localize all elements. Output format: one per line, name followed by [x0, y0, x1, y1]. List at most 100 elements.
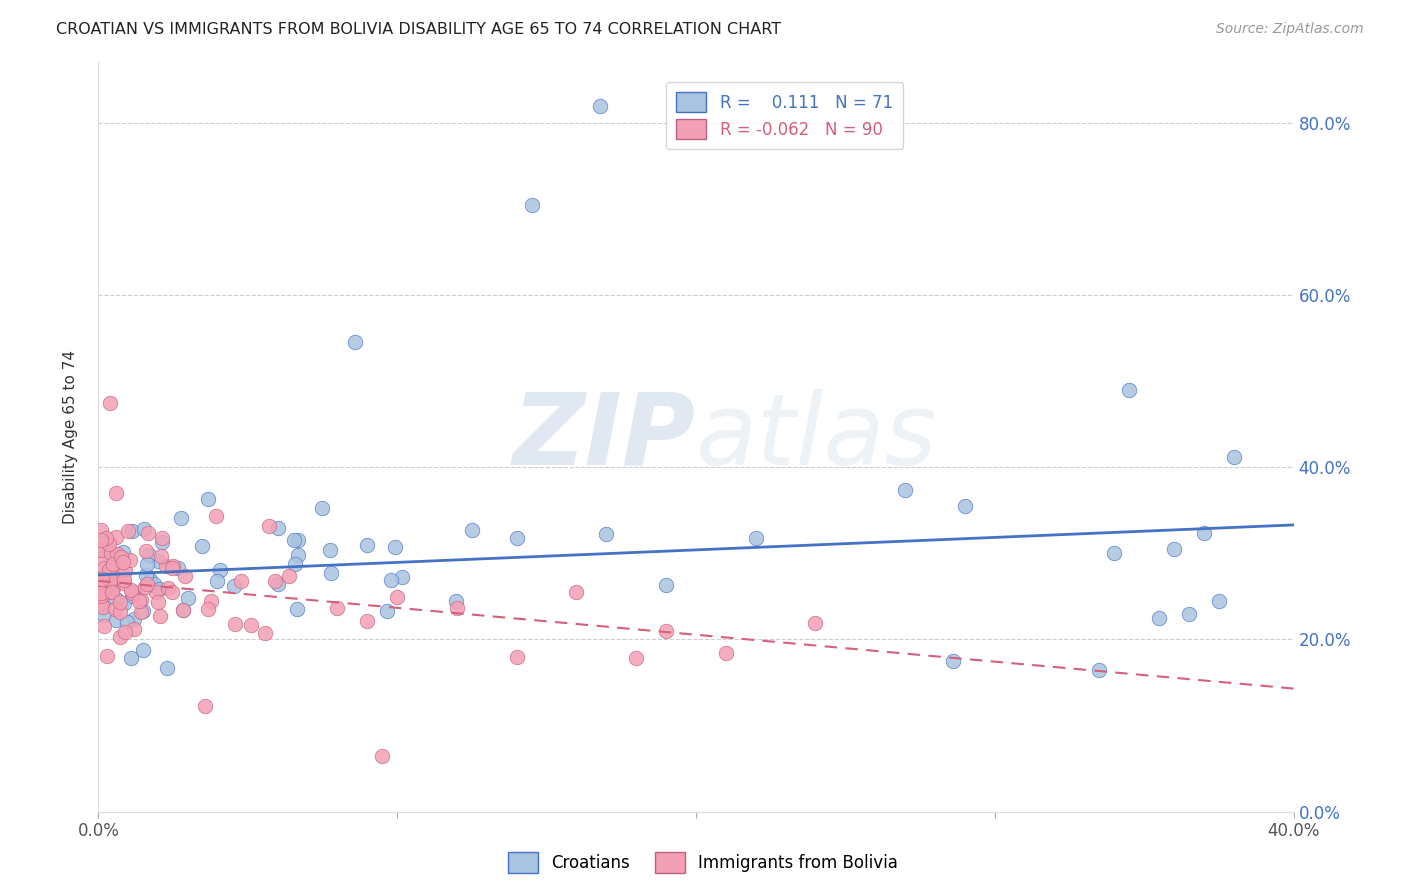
Point: [135, 568, 157, 582]
Point: [108, 595, 131, 609]
Point: [98, 573, 121, 587]
Point: [160, 585, 183, 599]
Point: [162, 561, 184, 575]
Point: [170, 510, 193, 524]
Point: [263, 574, 285, 588]
Point: [1104, 546, 1126, 560]
Point: [120, 583, 142, 598]
Point: [150, 534, 173, 549]
Point: [224, 617, 246, 632]
Point: [90, 533, 112, 547]
Point: [172, 603, 194, 617]
Point: [150, 531, 173, 545]
Point: [98, 577, 121, 591]
Point: [194, 698, 217, 713]
Point: [149, 549, 172, 564]
Point: [231, 574, 253, 588]
Point: [344, 335, 367, 350]
Point: [90, 590, 112, 604]
Point: [745, 531, 768, 545]
Point: [114, 625, 136, 640]
Point: [90, 552, 112, 566]
Point: [122, 611, 145, 625]
Point: [311, 501, 333, 516]
Point: [240, 618, 263, 632]
Point: [714, 646, 737, 660]
Point: [112, 575, 135, 590]
Point: [207, 574, 229, 588]
Point: [326, 601, 349, 615]
Point: [112, 573, 135, 587]
Point: [461, 523, 484, 537]
Point: [142, 577, 165, 591]
Point: [120, 651, 142, 665]
Point: [94, 566, 117, 581]
Point: [287, 533, 309, 548]
Point: [108, 605, 131, 619]
Text: atlas: atlas: [696, 389, 938, 485]
Point: [135, 544, 157, 558]
Point: [107, 552, 129, 566]
Point: [191, 539, 214, 553]
Point: [96, 585, 118, 599]
Point: [93, 619, 115, 633]
Point: [91, 585, 114, 599]
Point: [371, 748, 394, 763]
Point: [1178, 607, 1201, 621]
Point: [94, 578, 117, 592]
Point: [285, 602, 308, 616]
Point: [96, 572, 118, 586]
Point: [319, 542, 342, 557]
Point: [375, 603, 398, 617]
Point: [98, 567, 121, 582]
Point: [90, 596, 112, 610]
Point: [356, 615, 378, 629]
Point: [356, 537, 378, 551]
Point: [565, 584, 588, 599]
Point: [93, 607, 115, 622]
Point: [167, 560, 190, 574]
Text: ZIP: ZIP: [513, 389, 696, 485]
Point: [105, 613, 128, 627]
Point: [655, 624, 678, 639]
Point: [111, 555, 134, 569]
Point: [138, 548, 160, 562]
Point: [100, 584, 122, 599]
Point: [120, 553, 142, 567]
Point: [1088, 663, 1111, 677]
Point: [115, 615, 138, 630]
Point: [1147, 611, 1170, 625]
Point: [253, 626, 276, 640]
Point: [98, 543, 121, 558]
Point: [110, 567, 132, 582]
Point: [155, 559, 177, 574]
Point: [128, 594, 150, 608]
Point: [104, 602, 127, 616]
Point: [139, 573, 162, 587]
Point: [506, 650, 529, 665]
Point: [121, 585, 143, 599]
Point: [266, 521, 288, 535]
Point: [90, 576, 112, 591]
Point: [105, 530, 128, 544]
Point: [283, 533, 305, 547]
Point: [136, 525, 159, 540]
Point: [121, 524, 143, 539]
Point: [209, 563, 232, 577]
Point: [101, 557, 124, 571]
Point: [267, 577, 290, 591]
Point: [283, 557, 305, 571]
Point: [197, 492, 219, 507]
Point: [595, 527, 617, 541]
Point: [132, 604, 155, 618]
Point: [894, 483, 917, 498]
Point: [94, 574, 117, 588]
Point: [942, 654, 965, 668]
Point: [1118, 383, 1140, 397]
Point: [98, 563, 121, 577]
Point: [91, 599, 114, 614]
Point: [122, 589, 145, 603]
Point: [506, 531, 529, 545]
Point: [804, 615, 827, 630]
Point: [953, 499, 976, 513]
